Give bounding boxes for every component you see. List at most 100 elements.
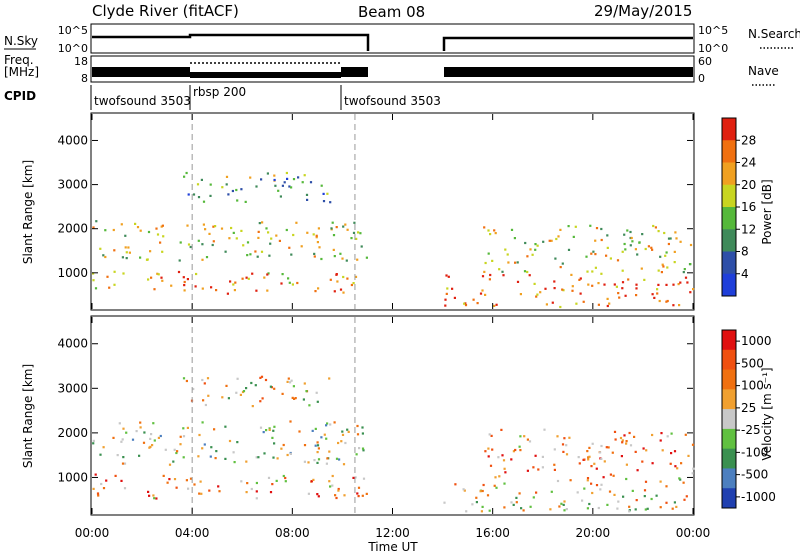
- x-tick-label: 00:00: [676, 526, 711, 540]
- heatmap-cell: [600, 238, 603, 242]
- heatmap-cell: [498, 268, 501, 271]
- heatmap-cell: [170, 284, 173, 287]
- heatmap-cell: [536, 244, 539, 247]
- heatmap-cell: [354, 275, 358, 278]
- heatmap-cell: [501, 454, 504, 457]
- heatmap-cell: [636, 469, 639, 472]
- heatmap-cell: [113, 249, 116, 252]
- heatmap-cell: [172, 460, 175, 463]
- heatmap-cell: [322, 192, 325, 195]
- heatmap-cell: [671, 507, 674, 510]
- heatmap-cell: [476, 302, 479, 305]
- heatmap-cell: [537, 468, 540, 471]
- heatmap-cell: [225, 183, 228, 186]
- heatmap-cell: [224, 425, 227, 428]
- heatmap-cell: [316, 400, 319, 403]
- heatmap-cell: [516, 261, 519, 264]
- heatmap-cell: [106, 275, 109, 278]
- heatmap-cell: [245, 491, 248, 494]
- heatmap-cell: [475, 496, 478, 499]
- heatmap-cell: [232, 451, 235, 454]
- colorbar-swatch: [722, 330, 736, 351]
- heatmap-cell: [629, 444, 633, 447]
- heatmap-cell: [561, 262, 564, 265]
- heatmap-cell: [257, 230, 260, 233]
- heatmap-cell: [175, 451, 178, 455]
- heatmap-cell: [330, 227, 333, 230]
- nsky-tick-bottom: 10^0: [58, 42, 88, 55]
- heatmap-cell: [113, 270, 116, 273]
- heatmap-cell: [240, 480, 243, 483]
- heatmap-cell: [488, 433, 491, 436]
- heatmap-cell: [687, 454, 690, 457]
- heatmap-cell: [202, 223, 205, 226]
- heatmap-cell: [608, 302, 611, 305]
- heatmap-cell: [586, 270, 589, 273]
- heatmap-cell: [246, 482, 249, 485]
- colorbar-swatch: [722, 409, 736, 430]
- heatmap-cell: [489, 233, 492, 236]
- heatmap-cell: [684, 276, 688, 279]
- heatmap-cell: [675, 237, 678, 240]
- heatmap-cell: [608, 490, 612, 493]
- heatmap-cell: [522, 509, 525, 512]
- heatmap-cell: [635, 283, 638, 286]
- heatmap-cell: [570, 273, 573, 276]
- heatmap-cell: [625, 463, 628, 466]
- heatmap-cell: [230, 226, 233, 230]
- heatmap-cell: [209, 455, 212, 458]
- heatmap-cell: [293, 397, 296, 400]
- heatmap-cell: [235, 391, 238, 394]
- heatmap-cell: [483, 226, 486, 229]
- heatmap-cell: [673, 450, 677, 453]
- heatmap-cell: [266, 289, 269, 292]
- heatmap-cell: [300, 245, 303, 248]
- heatmap-cell: [599, 451, 602, 454]
- heatmap-cell: [588, 502, 591, 506]
- heatmap-cell: [125, 431, 128, 434]
- heatmap-cell: [356, 492, 359, 495]
- heatmap-cell: [240, 188, 243, 191]
- heatmap-cell: [487, 229, 490, 232]
- heatmap-cell: [623, 434, 626, 437]
- heatmap-cell: [510, 228, 514, 231]
- heatmap-cell: [254, 384, 257, 387]
- heatmap-cell: [465, 510, 468, 513]
- heatmap-cell: [534, 243, 537, 246]
- heatmap-cell: [281, 184, 284, 187]
- heatmap-cell: [147, 230, 151, 234]
- heatmap-cell: [296, 281, 299, 285]
- heatmap-cell: [271, 436, 274, 439]
- heatmap-cell: [626, 229, 629, 232]
- heatmap-cell: [589, 224, 592, 227]
- heatmap-cell: [568, 436, 571, 439]
- heatmap-cell: [121, 438, 124, 441]
- heatmap-cell: [357, 231, 360, 234]
- heatmap-cell: [545, 303, 548, 306]
- heatmap-cell: [272, 429, 275, 432]
- heatmap-cell: [282, 443, 285, 447]
- heatmap-cell: [316, 241, 319, 244]
- heatmap-cell: [176, 450, 179, 453]
- heatmap-cell: [123, 487, 127, 490]
- heatmap-cell: [307, 461, 310, 464]
- heatmap-cell: [502, 459, 506, 462]
- nsky-panel: N.Sky 10^5 10^0 10^5 10^0 N.Search: [4, 23, 800, 55]
- heatmap-cell: [99, 247, 102, 250]
- heatmap-cell: [166, 481, 169, 484]
- cpid-label: CPID: [4, 89, 36, 103]
- heatmap-cell: [145, 258, 149, 261]
- heatmap-cell: [635, 287, 638, 290]
- heatmap-cell: [242, 390, 246, 393]
- heatmap-cell: [201, 243, 204, 246]
- heatmap-cell: [669, 462, 672, 465]
- heatmap-cell: [625, 442, 628, 445]
- heatmap-cell: [484, 450, 487, 453]
- heatmap-cell: [189, 245, 192, 249]
- heatmap-cell: [361, 494, 364, 497]
- heatmap-cell: [605, 446, 608, 449]
- colorbar-tick-label: 16: [741, 200, 756, 214]
- heatmap-cell: [183, 284, 186, 287]
- heatmap-cell: [182, 435, 186, 438]
- heatmap-cell: [342, 225, 345, 228]
